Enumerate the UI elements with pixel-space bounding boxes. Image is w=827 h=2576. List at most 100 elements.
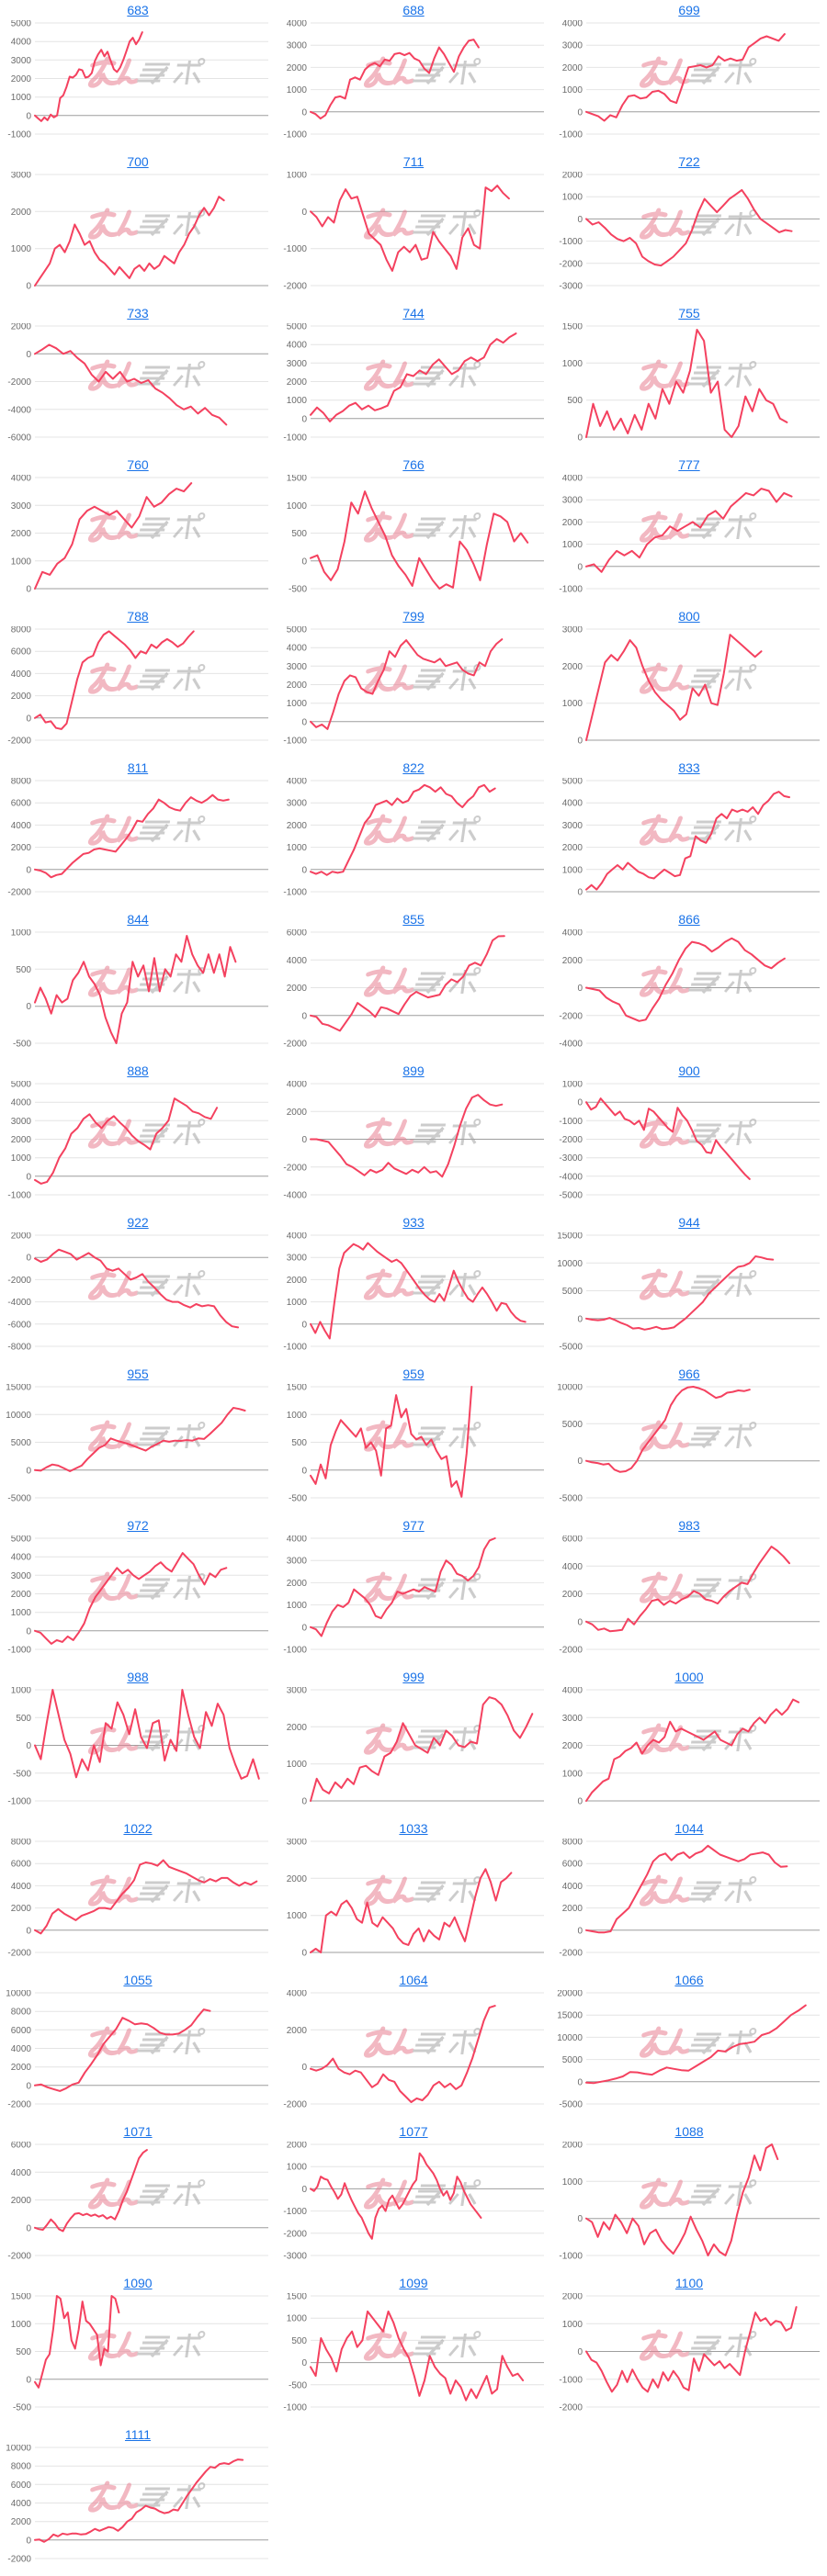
chart-cell: 811 8000 6000 4000 2000 0 -2000 (0, 758, 276, 909)
y-tick-label: 8000 (562, 1839, 583, 1848)
y-tick-label: 2000 (287, 1874, 308, 1884)
chart-title-link[interactable]: 1088 (674, 2124, 704, 2139)
chart-plot: 2000 1000 0 -1000 -2000 -3000 (283, 2142, 544, 2262)
chart-plot: 4000 3000 2000 1000 0 -1000 (559, 20, 820, 141)
chart-title: 900 (551, 1061, 827, 1081)
chart-title-link[interactable]: 777 (678, 457, 700, 472)
chart-title-link[interactable]: 683 (127, 3, 149, 17)
chart-title-link[interactable]: 959 (402, 1367, 425, 1381)
chart-cell: 899 4000 2000 0 -2000 -4000 (276, 1061, 551, 1212)
chart-title-link[interactable]: 866 (678, 912, 700, 927)
chart-title-link[interactable]: 811 (127, 760, 149, 775)
y-tick-label: 0 (301, 208, 307, 218)
y-tick-label: 6000 (287, 929, 308, 939)
y-tick-label: 2000 (562, 1904, 583, 1914)
chart-title-link[interactable]: 733 (127, 306, 149, 321)
chart-title: 688 (276, 0, 551, 20)
chart-title: 1111 (0, 2424, 276, 2445)
y-tick-label: 0 (301, 2358, 307, 2368)
chart-title-link[interactable]: 900 (678, 1063, 700, 1078)
y-tick-label: 5000 (287, 626, 308, 636)
chart-title-link[interactable]: 755 (678, 306, 700, 321)
chart-plot: 5000 4000 3000 2000 1000 0 -1000 (283, 626, 544, 747)
chart-title-link[interactable]: 1077 (399, 2124, 428, 2139)
chart-title-link[interactable]: 1071 (123, 2124, 153, 2139)
chart-title: 711 (276, 152, 551, 172)
y-tick-label: 3000 (11, 56, 32, 66)
y-tick-label: 8000 (11, 626, 32, 636)
chart-title-link[interactable]: 744 (402, 306, 425, 321)
y-tick-label: 10000 (6, 1411, 31, 1421)
y-tick-label: 1000 (11, 2320, 32, 2330)
y-tick-label: 1000 (562, 1081, 583, 1090)
chart-title-link[interactable]: 1033 (399, 1821, 428, 1836)
series-line (34, 1859, 258, 1935)
y-tick-label: -2000 (559, 1011, 583, 1021)
y-tick-label: 6000 (11, 799, 32, 809)
chart-title-link[interactable]: 944 (678, 1215, 700, 1230)
y-tick-label: 1000 (287, 699, 308, 709)
chart-title-link[interactable]: 766 (402, 457, 425, 472)
chart-title-link[interactable]: 699 (678, 3, 700, 17)
chart-title-link[interactable]: 711 (402, 154, 425, 169)
chart-cell: 933 4000 3000 2000 1000 0 -1000 (276, 1212, 551, 1364)
y-tick-label: -5000 (559, 1191, 583, 1201)
chart-title-link[interactable]: 983 (678, 1518, 700, 1533)
y-tick-label: 2000 (562, 1741, 583, 1751)
chart-title-link[interactable]: 988 (127, 1670, 149, 1684)
chart-title-link[interactable]: 1022 (123, 1821, 153, 1836)
series-line (585, 1255, 775, 1331)
y-tick-label: -1000 (7, 130, 31, 141)
chart-title-link[interactable]: 1111 (124, 2427, 152, 2442)
chart-title-link[interactable]: 822 (402, 760, 425, 775)
chart-cell: 844 1000 500 0 -500 (0, 909, 276, 1061)
y-tick-label: 4000 (287, 341, 308, 351)
y-tick-label: 4000 (11, 821, 32, 831)
chart-title: 1088 (551, 2121, 827, 2142)
y-tick-label: 2000 (11, 1590, 32, 1600)
watermark-logo (87, 1420, 206, 1452)
y-tick-label: -2000 (283, 1163, 307, 1173)
chart-title: 922 (0, 1212, 276, 1232)
chart-title-link[interactable]: 977 (402, 1518, 425, 1533)
chart-title-link[interactable]: 722 (678, 154, 700, 169)
watermark-logo (363, 1874, 481, 1907)
chart-title-link[interactable]: 999 (402, 1670, 425, 1684)
chart-title-link[interactable]: 1064 (399, 1973, 428, 1987)
chart-title-link[interactable]: 922 (127, 1215, 149, 1230)
chart-title-link[interactable]: 700 (127, 154, 149, 169)
chart-title-link[interactable]: 955 (127, 1367, 149, 1381)
chart-title-link[interactable]: 855 (402, 912, 425, 927)
chart-title-link[interactable]: 688 (402, 3, 425, 17)
y-tick-label: -5000 (559, 1343, 583, 1353)
chart-title: 955 (0, 1364, 276, 1384)
chart-title-link[interactable]: 1044 (674, 1821, 704, 1836)
y-tick-label: 5000 (287, 323, 308, 332)
chart-title-link[interactable]: 833 (678, 760, 700, 775)
y-tick-label: -4000 (283, 1191, 307, 1201)
chart-title-link[interactable]: 1100 (674, 2276, 704, 2290)
series-line (310, 1537, 496, 1637)
chart-title-link[interactable]: 799 (402, 609, 425, 624)
chart-title-link[interactable]: 760 (127, 457, 149, 472)
chart-title-link[interactable]: 1000 (674, 1670, 704, 1684)
series-line (34, 1552, 228, 1645)
chart-title-link[interactable]: 1090 (123, 2276, 153, 2290)
watermark-logo (639, 56, 757, 88)
chart-title-link[interactable]: 888 (127, 1063, 149, 1078)
chart-title-link[interactable]: 972 (127, 1518, 149, 1533)
chart-title-link[interactable]: 933 (402, 1215, 425, 1230)
chart-title: 755 (551, 303, 827, 323)
chart-title-link[interactable]: 1066 (674, 1973, 704, 1987)
y-tick-label: 500 (291, 2336, 307, 2346)
chart-title-link[interactable]: 966 (678, 1367, 700, 1381)
chart-title-link[interactable]: 800 (678, 609, 700, 624)
chart-plot: 5000 4000 3000 2000 1000 0 -1000 (7, 20, 268, 141)
y-tick-label: -2000 (7, 2100, 31, 2110)
chart-title-link[interactable]: 788 (127, 609, 149, 624)
chart-plot: 4000 3000 2000 1000 0 (562, 1687, 820, 1807)
chart-title-link[interactable]: 844 (127, 912, 149, 927)
chart-title-link[interactable]: 1055 (123, 1973, 153, 1987)
chart-title-link[interactable]: 899 (402, 1063, 425, 1078)
chart-title-link[interactable]: 1099 (399, 2276, 428, 2290)
